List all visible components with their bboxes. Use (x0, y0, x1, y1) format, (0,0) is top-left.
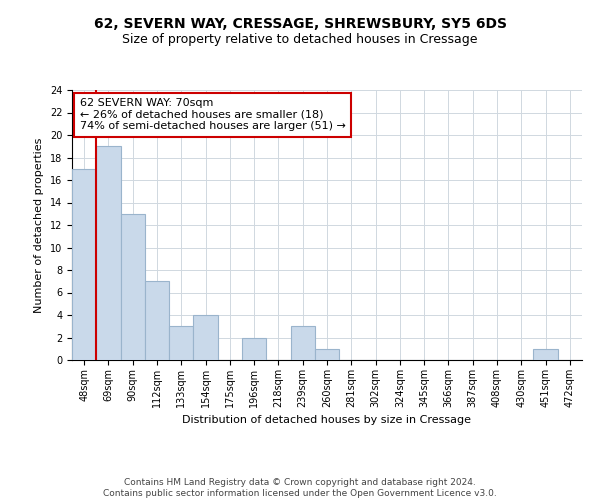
Bar (533, 349, 558, 360)
Bar (145, 281, 169, 360)
Y-axis label: Number of detached properties: Number of detached properties (34, 138, 44, 312)
Bar (242, 338, 266, 360)
Bar (290, 326, 315, 360)
Text: Contains HM Land Registry data © Crown copyright and database right 2024.
Contai: Contains HM Land Registry data © Crown c… (103, 478, 497, 498)
Bar (72, 169, 96, 360)
Text: 62 SEVERN WAY: 70sqm
← 26% of detached houses are smaller (18)
74% of semi-detac: 62 SEVERN WAY: 70sqm ← 26% of detached h… (80, 98, 346, 132)
Bar (169, 326, 193, 360)
Bar (121, 214, 145, 360)
Bar (315, 349, 339, 360)
Bar (193, 315, 218, 360)
X-axis label: Distribution of detached houses by size in Cressage: Distribution of detached houses by size … (182, 416, 472, 426)
Bar (96, 146, 121, 360)
Text: Size of property relative to detached houses in Cressage: Size of property relative to detached ho… (122, 32, 478, 46)
Text: 62, SEVERN WAY, CRESSAGE, SHREWSBURY, SY5 6DS: 62, SEVERN WAY, CRESSAGE, SHREWSBURY, SY… (94, 18, 506, 32)
